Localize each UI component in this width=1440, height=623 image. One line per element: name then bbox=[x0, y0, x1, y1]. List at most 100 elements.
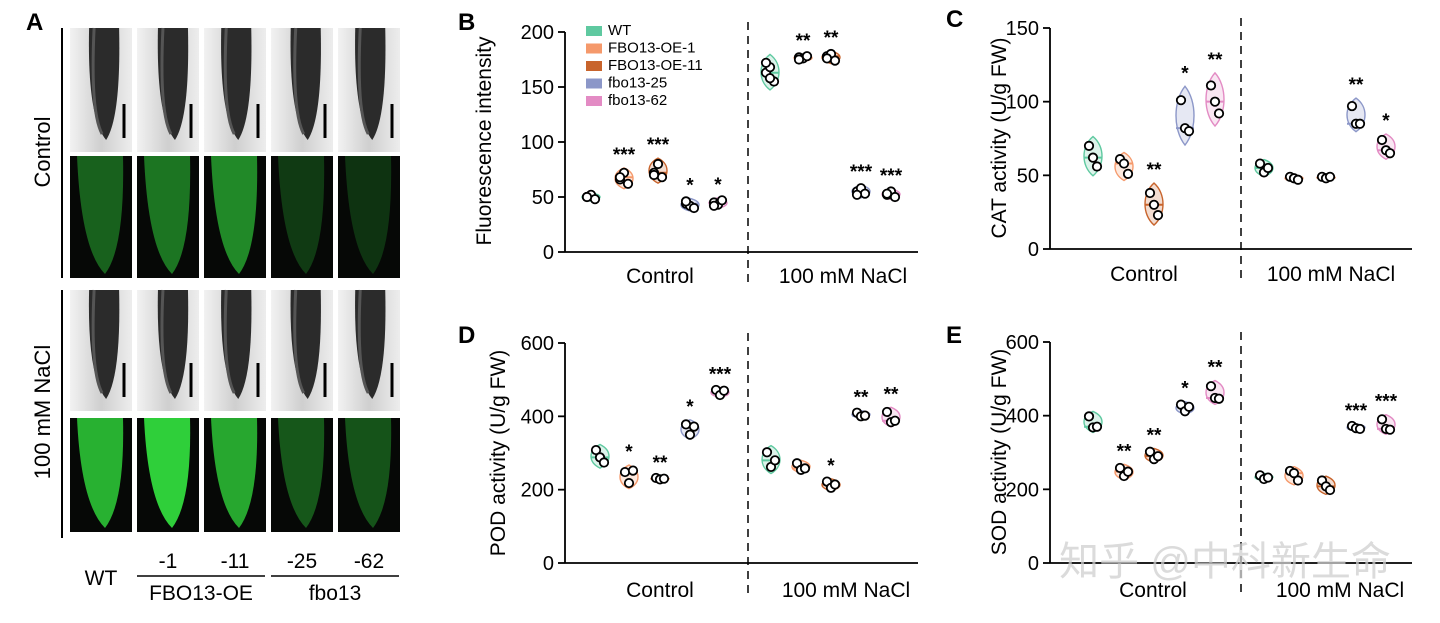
data-point bbox=[1262, 162, 1274, 174]
data-point bbox=[718, 385, 730, 396]
significance-marker: ** bbox=[1147, 160, 1162, 181]
panel-label-a: A bbox=[26, 9, 43, 36]
significance-marker: * bbox=[686, 175, 694, 196]
root-fluorescence bbox=[77, 418, 124, 528]
significance-marker: * bbox=[714, 175, 722, 196]
root-fluorescence bbox=[345, 156, 392, 274]
legend-label: fbo13-25 bbox=[608, 75, 667, 92]
root-highlight bbox=[357, 27, 370, 135]
charts-area: B 0 50 100 150 200 Fluorescence intensity Contr… bbox=[458, 6, 1412, 602]
row-label-control: Control bbox=[30, 117, 55, 188]
data-point bbox=[1148, 199, 1160, 210]
data-point bbox=[1083, 411, 1095, 422]
significance-marker: *** bbox=[1375, 392, 1398, 413]
data-point bbox=[1213, 393, 1225, 404]
data-point bbox=[1346, 100, 1358, 112]
data-point bbox=[1114, 462, 1126, 474]
y-tick-label: 50 bbox=[1017, 165, 1039, 187]
data-point bbox=[829, 55, 841, 66]
x-group-label: Control bbox=[626, 579, 694, 602]
significance-marker: * bbox=[625, 442, 633, 463]
root-highlight bbox=[160, 289, 173, 394]
fluorescence-image bbox=[70, 156, 132, 278]
y-tick-label: 400 bbox=[521, 406, 554, 428]
data-point bbox=[1292, 475, 1304, 486]
root-highlight bbox=[160, 27, 173, 135]
legend-label: WT bbox=[608, 22, 631, 39]
data-point bbox=[623, 477, 635, 489]
root-fluorescence bbox=[77, 156, 124, 274]
panel-label-d: D bbox=[458, 322, 475, 349]
data-point bbox=[1122, 466, 1134, 477]
panel-label-e: E bbox=[946, 322, 962, 349]
x-group-label: Control bbox=[1110, 263, 1178, 286]
data-point bbox=[688, 421, 700, 432]
y-tick-label: 100 bbox=[1006, 92, 1039, 114]
chart-panel-b: B 0 50 100 150 200 Fluorescence intensity Contr… bbox=[458, 9, 918, 288]
data-point bbox=[859, 188, 871, 199]
data-point bbox=[881, 188, 893, 199]
fluorescence-image bbox=[271, 156, 333, 278]
root-highlight bbox=[223, 289, 236, 394]
data-point bbox=[1091, 421, 1103, 432]
data-point bbox=[1175, 95, 1187, 106]
data-point bbox=[648, 169, 660, 181]
data-point bbox=[708, 200, 720, 211]
root-fluorescence bbox=[144, 418, 191, 528]
chart-panel-d: D 0 200 400 600 POD activity (U/g FW) Control 1… bbox=[458, 322, 918, 602]
significance-marker: *** bbox=[850, 162, 873, 183]
x-group-label: Control bbox=[626, 265, 694, 288]
data-point bbox=[1262, 472, 1274, 483]
root-fluorescence bbox=[211, 156, 258, 274]
data-point bbox=[581, 191, 593, 203]
x-group-label: 100 mM NaCl bbox=[1276, 579, 1404, 602]
fluorescence-image bbox=[271, 418, 333, 532]
panel-label-b: B bbox=[458, 9, 475, 36]
y-axis-label: CAT activity (U/g FW) bbox=[988, 37, 1011, 238]
significance-marker: ** bbox=[854, 388, 869, 409]
root-highlight bbox=[91, 27, 104, 135]
data-point bbox=[1324, 484, 1336, 496]
significance-marker: ** bbox=[1349, 75, 1364, 96]
root-highlight bbox=[357, 289, 370, 394]
y-tick-label: 150 bbox=[1006, 18, 1039, 40]
significance-marker: ** bbox=[1208, 50, 1223, 71]
data-point bbox=[680, 196, 692, 207]
data-point bbox=[627, 465, 639, 476]
data-point bbox=[1209, 96, 1221, 107]
violin-fbo13-25 bbox=[1175, 85, 1195, 147]
y-tick-label: 0 bbox=[543, 553, 554, 575]
column-label: -62 bbox=[354, 550, 384, 573]
data-point bbox=[1354, 423, 1366, 435]
significance-marker: *** bbox=[880, 166, 903, 187]
legend-swatch bbox=[586, 96, 602, 106]
y-axis-label: Fluorescence intensity bbox=[473, 36, 496, 245]
significance-marker: * bbox=[1382, 111, 1390, 132]
y-tick-label: 400 bbox=[1006, 406, 1039, 428]
data-point bbox=[656, 172, 668, 183]
significance-marker: ** bbox=[1208, 358, 1223, 379]
data-point bbox=[1144, 187, 1156, 199]
significance-marker: * bbox=[1181, 63, 1189, 84]
y-tick-label: 600 bbox=[1006, 332, 1039, 354]
group-label-fbo13: fbo13 bbox=[309, 582, 362, 605]
data-point bbox=[1087, 152, 1099, 163]
significance-marker: *** bbox=[613, 145, 636, 166]
panel-a-root-images: A Control 100 mM NaCl WT -1 -11 -25 -62 FBO13-OE… bbox=[26, 9, 400, 605]
y-tick-label: 100 bbox=[521, 132, 554, 154]
data-point bbox=[761, 447, 773, 458]
data-point bbox=[1288, 468, 1300, 479]
data-point bbox=[821, 53, 833, 64]
data-point bbox=[680, 419, 692, 430]
data-point bbox=[889, 415, 901, 426]
column-label-wt: WT bbox=[85, 567, 118, 590]
y-tick-label: 200 bbox=[521, 480, 554, 502]
root-fluorescence bbox=[144, 156, 191, 274]
row-label-nacl: 100 mM NaCl bbox=[30, 345, 55, 479]
data-point bbox=[799, 463, 811, 474]
root-fluorescence bbox=[278, 156, 325, 274]
